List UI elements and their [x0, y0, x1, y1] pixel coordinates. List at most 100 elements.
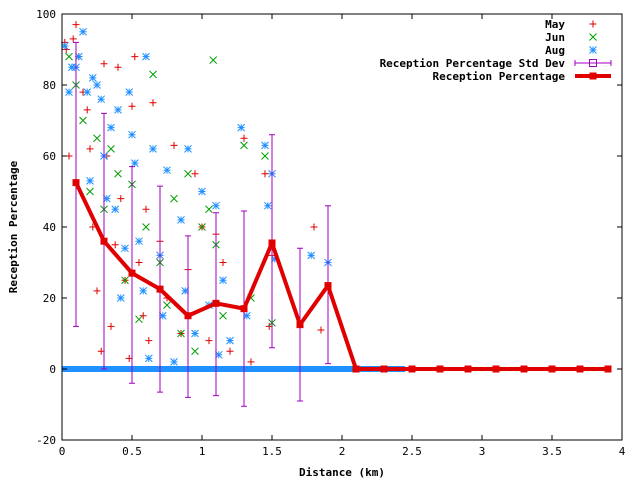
may-point-8 [86, 145, 94, 153]
reception-percentage-point-13 [436, 365, 444, 373]
legend-label-4: Reception Percentage [433, 70, 566, 83]
jun-point-11 [142, 223, 150, 231]
reception-percentage-point-0 [72, 179, 80, 187]
jun-point-18 [191, 347, 199, 356]
jun-point-14 [163, 301, 171, 309]
aug-point-33 [191, 329, 199, 338]
may-point-29 [170, 141, 178, 149]
aug-point-22 [139, 287, 148, 295]
aug-point-23 [142, 52, 150, 61]
aug-point-4 [74, 52, 83, 61]
jun-point-8 [121, 276, 129, 285]
may-point-4 [72, 21, 80, 29]
reception-percentage-point-11 [380, 365, 388, 373]
legend-marker-1 [589, 33, 597, 41]
legend-marker-3 [589, 59, 597, 67]
jun-point-15 [170, 194, 178, 203]
jun-point-21 [209, 56, 218, 65]
aug-point-16 [116, 294, 125, 302]
y-tick-label-6: 100 [36, 8, 56, 21]
jun-point-17 [184, 169, 192, 178]
aug-point-36 [212, 201, 220, 210]
x-tick-label-4: 2 [339, 445, 346, 458]
legend-line-3 [574, 60, 612, 66]
may-point-7 [83, 106, 91, 114]
may-point-44 [317, 326, 325, 334]
aug-point-6 [83, 88, 92, 96]
may-point-32 [191, 170, 199, 178]
reception-percentage-line [74, 181, 608, 371]
aug-point-2 [67, 63, 76, 72]
x-tick-label-2: 1 [199, 445, 206, 458]
aug-point-28 [163, 166, 171, 175]
may-point-3 [69, 35, 77, 43]
y-tick-label-5: 80 [43, 79, 56, 92]
may-point-24 [142, 205, 150, 213]
reception-percentage-point-18 [576, 365, 584, 373]
aug-point-17 [121, 244, 129, 253]
legend-label-0: May [545, 18, 565, 31]
legend-marker-2 [589, 46, 597, 54]
aug-point-45 [270, 255, 279, 263]
legend-label-3: Reception Percentage Std Dev [380, 57, 566, 70]
reception-percentage-point-3 [156, 285, 164, 293]
x-tick-label-3: 1.5 [262, 445, 282, 458]
may-point-40 [261, 170, 269, 178]
aug-point-24 [144, 354, 153, 363]
may-point-39 [247, 358, 255, 366]
x-tick-label-8: 4 [619, 445, 626, 458]
plot-area [60, 21, 612, 407]
aug-point-29 [170, 358, 178, 366]
x-tick-label-7: 3.5 [542, 445, 562, 458]
aug-point-1 [65, 88, 73, 96]
aug-point-27 [158, 311, 167, 320]
jun-point-24 [240, 141, 248, 150]
aug-point-13 [107, 123, 115, 132]
legend-label-2: Aug [545, 44, 565, 57]
jun-point-4 [93, 134, 101, 143]
jun-point-26 [261, 152, 269, 160]
aug-point-14 [111, 205, 120, 214]
reception-percentage-point-12 [408, 365, 416, 373]
may-point-43 [310, 223, 318, 231]
jun-point-3 [86, 187, 94, 196]
aug-point-12 [102, 194, 111, 203]
aug-point-15 [114, 105, 122, 114]
aug-point-10 [97, 95, 106, 104]
y-axis-title: Reception Percentage [7, 160, 20, 293]
may-point-12 [100, 60, 108, 68]
jun-point-19 [198, 223, 206, 231]
y-tick-label-1: 0 [49, 363, 56, 376]
aug-point-46 [307, 251, 316, 260]
may-point-37 [226, 347, 234, 355]
may-point-15 [111, 241, 119, 249]
reception-percentage-point-16 [520, 365, 528, 373]
may-point-10 [93, 287, 101, 295]
may-point-16 [114, 63, 122, 71]
x-tick-label-0: 0 [59, 445, 66, 458]
y-tick-label-2: 20 [43, 292, 56, 305]
aug-point-7 [86, 176, 94, 185]
reception-percentage-point-6 [240, 305, 248, 313]
aug-point-40 [237, 123, 246, 132]
jun-point-7 [114, 169, 122, 178]
aug-point-39 [226, 336, 234, 345]
aug-point-8 [88, 74, 97, 82]
y-tick-label-0: -20 [36, 434, 56, 447]
aug-point-42 [261, 141, 269, 150]
reception-percentage-point-5 [212, 299, 220, 307]
x-tick-label-6: 3 [479, 445, 486, 458]
x-tick-label-1: 0.5 [122, 445, 142, 458]
x-tick-label-5: 2.5 [402, 445, 422, 458]
y-tick-label-4: 60 [43, 150, 56, 163]
jun-point-20 [205, 205, 213, 214]
may-point-17 [117, 195, 125, 203]
may-point-38 [240, 134, 248, 142]
reception-percentage-point-17 [548, 365, 556, 373]
aug-point-31 [181, 287, 190, 295]
aug-point-37 [214, 350, 223, 359]
aug-point-25 [149, 145, 157, 153]
aug-point-9 [93, 81, 101, 89]
aug-point-5 [79, 27, 87, 36]
